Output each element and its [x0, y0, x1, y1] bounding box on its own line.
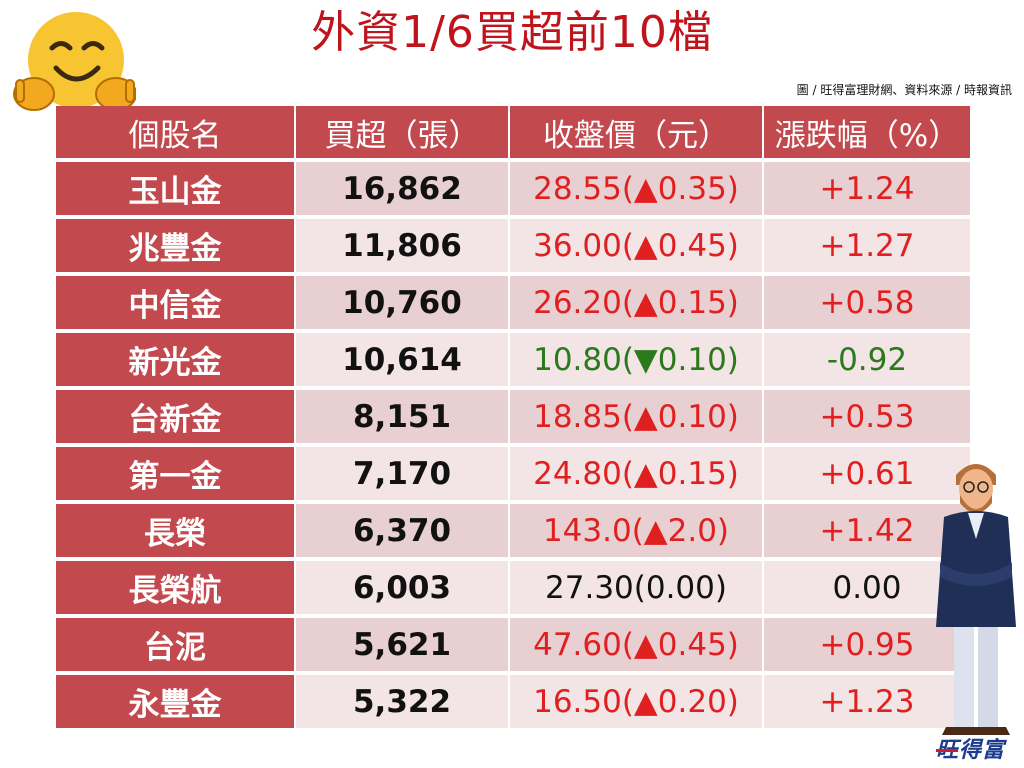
- change-pct: +0.53: [764, 390, 970, 443]
- net-buy-volume: 10,614: [296, 333, 508, 386]
- table-row: 台新金 8,151 18.85(▲0.10) +0.53: [56, 390, 970, 443]
- hugging-face-emoji-icon: [13, 12, 136, 111]
- stock-name: 台泥: [56, 618, 294, 671]
- close-price: 24.80(▲0.15): [510, 447, 762, 500]
- net-buy-volume: 6,003: [296, 561, 508, 614]
- change-pct: +1.24: [764, 162, 970, 215]
- stock-name: 第一金: [56, 447, 294, 500]
- close-price: 26.20(▲0.15): [510, 276, 762, 329]
- table-row: 第一金 7,170 24.80(▲0.15) +0.61: [56, 447, 970, 500]
- header-close-price: 收盤價（元）: [510, 106, 762, 158]
- net-buy-volume: 5,621: [296, 618, 508, 671]
- table-row: 玉山金 16,862 28.55(▲0.35) +1.24: [56, 162, 970, 215]
- close-price: 143.0(▲2.0): [510, 504, 762, 557]
- stock-name: 永豐金: [56, 675, 294, 728]
- stock-name: 中信金: [56, 276, 294, 329]
- net-buy-volume: 11,806: [296, 219, 508, 272]
- stock-name: 兆豐金: [56, 219, 294, 272]
- page-title: 外資1/6買超前10檔: [311, 7, 713, 58]
- net-buy-volume: 10,760: [296, 276, 508, 329]
- close-price: 47.60(▲0.45): [510, 618, 762, 671]
- net-buy-volume: 16,862: [296, 162, 508, 215]
- net-buy-volume: 7,170: [296, 447, 508, 500]
- stock-name: 玉山金: [56, 162, 294, 215]
- header-row: 個股名 買超（張） 收盤價（元） 漲跌幅（%）: [56, 106, 970, 158]
- stock-name: 長榮航: [56, 561, 294, 614]
- close-price: 28.55(▲0.35): [510, 162, 762, 215]
- change-pct: +1.42: [764, 504, 970, 557]
- logo-accent: [936, 749, 958, 752]
- close-price: 10.80(▼0.10): [510, 333, 762, 386]
- change-pct: 0.00: [764, 561, 970, 614]
- change-pct: -0.92: [764, 333, 970, 386]
- header-stock-name: 個股名: [56, 106, 294, 158]
- businessman-illustration-icon: [936, 464, 1016, 735]
- table-row: 兆豐金 11,806 36.00(▲0.45) +1.27: [56, 219, 970, 272]
- close-price: 27.30(0.00): [510, 561, 762, 614]
- change-pct: +1.27: [764, 219, 970, 272]
- stock-name: 台新金: [56, 390, 294, 443]
- source-note: 圖 / 旺得富理財網、資料來源 / 時報資訊: [796, 83, 1012, 97]
- header-change-pct: 漲跌幅（%）: [764, 106, 970, 158]
- brand-logo: 旺得富: [936, 737, 1020, 765]
- table-row: 永豐金 5,322 16.50(▲0.20) +1.23: [56, 675, 970, 728]
- table-row: 長榮 6,370 143.0(▲2.0) +1.42: [56, 504, 970, 557]
- table-row: 長榮航 6,003 27.30(0.00) 0.00: [56, 561, 970, 614]
- change-pct: +0.95: [764, 618, 970, 671]
- stock-name: 新光金: [56, 333, 294, 386]
- table-row: 新光金 10,614 10.80(▼0.10) -0.92: [56, 333, 970, 386]
- foreign-net-buy-table: 個股名 買超（張） 收盤價（元） 漲跌幅（%） 玉山金 16,862 28.55…: [54, 102, 972, 732]
- change-pct: +1.23: [764, 675, 970, 728]
- close-price: 18.85(▲0.10): [510, 390, 762, 443]
- table-row: 中信金 10,760 26.20(▲0.15) +0.58: [56, 276, 970, 329]
- net-buy-volume: 5,322: [296, 675, 508, 728]
- table-row: 台泥 5,621 47.60(▲0.45) +0.95: [56, 618, 970, 671]
- change-pct: +0.61: [764, 447, 970, 500]
- close-price: 16.50(▲0.20): [510, 675, 762, 728]
- stock-name: 長榮: [56, 504, 294, 557]
- close-price: 36.00(▲0.45): [510, 219, 762, 272]
- change-pct: +0.58: [764, 276, 970, 329]
- net-buy-volume: 6,370: [296, 504, 508, 557]
- net-buy-volume: 8,151: [296, 390, 508, 443]
- header-net-buy-volume: 買超（張）: [296, 106, 508, 158]
